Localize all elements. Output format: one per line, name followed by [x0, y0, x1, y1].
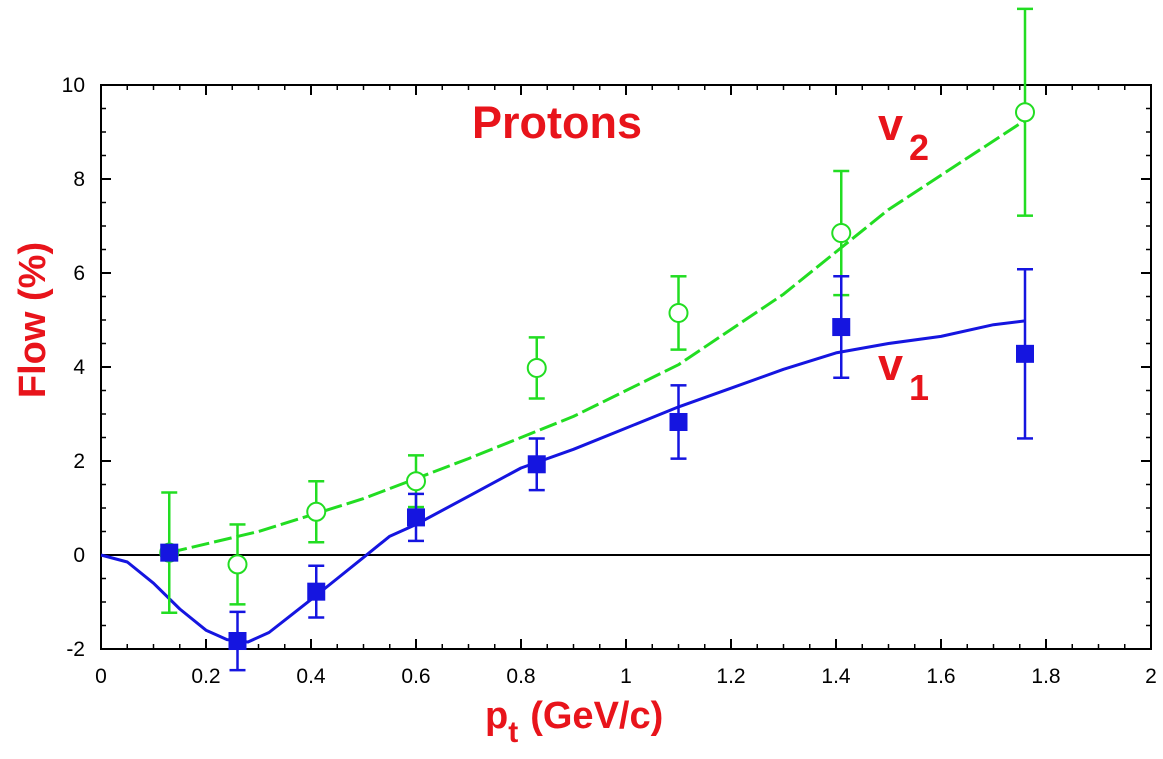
x-tick-label: 1: [620, 665, 632, 688]
model-curves: [100, 119, 1026, 644]
x-tick-label: 1.4: [821, 665, 851, 688]
y-tick-label: 8: [73, 168, 85, 191]
point-v1: [407, 508, 425, 527]
data-points: [159, 7, 1035, 672]
y-tick-label: 2: [73, 450, 85, 473]
model-curve-v1: [100, 319, 1026, 644]
x-tick-label: 1.6: [926, 665, 955, 688]
plot-frame: [100, 84, 1152, 650]
y-tick-label: 10: [62, 74, 85, 97]
point-v1: [832, 318, 851, 337]
x-tick-label: 0: [95, 665, 107, 688]
x-tick-label: 1.8: [1031, 665, 1060, 688]
point-v2: [306, 501, 327, 522]
y-tick-label: 6: [73, 262, 85, 285]
x-tick-label: 0.2: [191, 665, 220, 688]
y-tick-label: 4: [73, 356, 85, 379]
point-v2: [831, 223, 852, 244]
chart-title: Protons: [472, 97, 642, 148]
x-axis-label-sub: t: [508, 716, 518, 749]
x-axis-label-unit: (GeV/c): [530, 695, 663, 737]
x-tick-label: 0.8: [506, 665, 535, 688]
point-v1: [228, 632, 247, 651]
point-v1: [307, 582, 326, 601]
y-axis-label: Flow (%): [12, 242, 54, 398]
point-v2: [526, 357, 547, 378]
x-tick-label: 2: [1145, 665, 1157, 688]
point-v1: [669, 412, 688, 431]
point-v2: [406, 471, 426, 492]
series-label-v1-main: v: [878, 339, 903, 390]
axes-layer: 0 0.2 0.4 0.6 0.8 1 1.2 1.4 1.6 1.8 2 -2 0 2 4 6 8 10: [62, 74, 1157, 688]
series-label-v2-main: v: [878, 99, 903, 150]
point-v2: [227, 554, 248, 575]
x-axis-label: pt (GeV/c): [485, 695, 663, 749]
x-tick-label: 1.2: [716, 665, 745, 688]
point-v1: [160, 543, 179, 562]
series-label-v1-sub: 1: [909, 367, 929, 408]
point-v1: [527, 455, 546, 474]
point-v2: [668, 302, 689, 323]
y-tick-label: -2: [66, 638, 85, 661]
x-axis-label-main: p: [485, 695, 508, 737]
point-v2: [1015, 102, 1035, 123]
y-tick-label: 0: [73, 544, 85, 567]
x-tick-label: 0.6: [401, 665, 430, 688]
x-tick-label: 0.4: [296, 665, 326, 688]
point-v1: [1016, 344, 1034, 363]
series-label-v2-sub: 2: [909, 127, 929, 168]
model-curve-v2: [168, 119, 1026, 555]
